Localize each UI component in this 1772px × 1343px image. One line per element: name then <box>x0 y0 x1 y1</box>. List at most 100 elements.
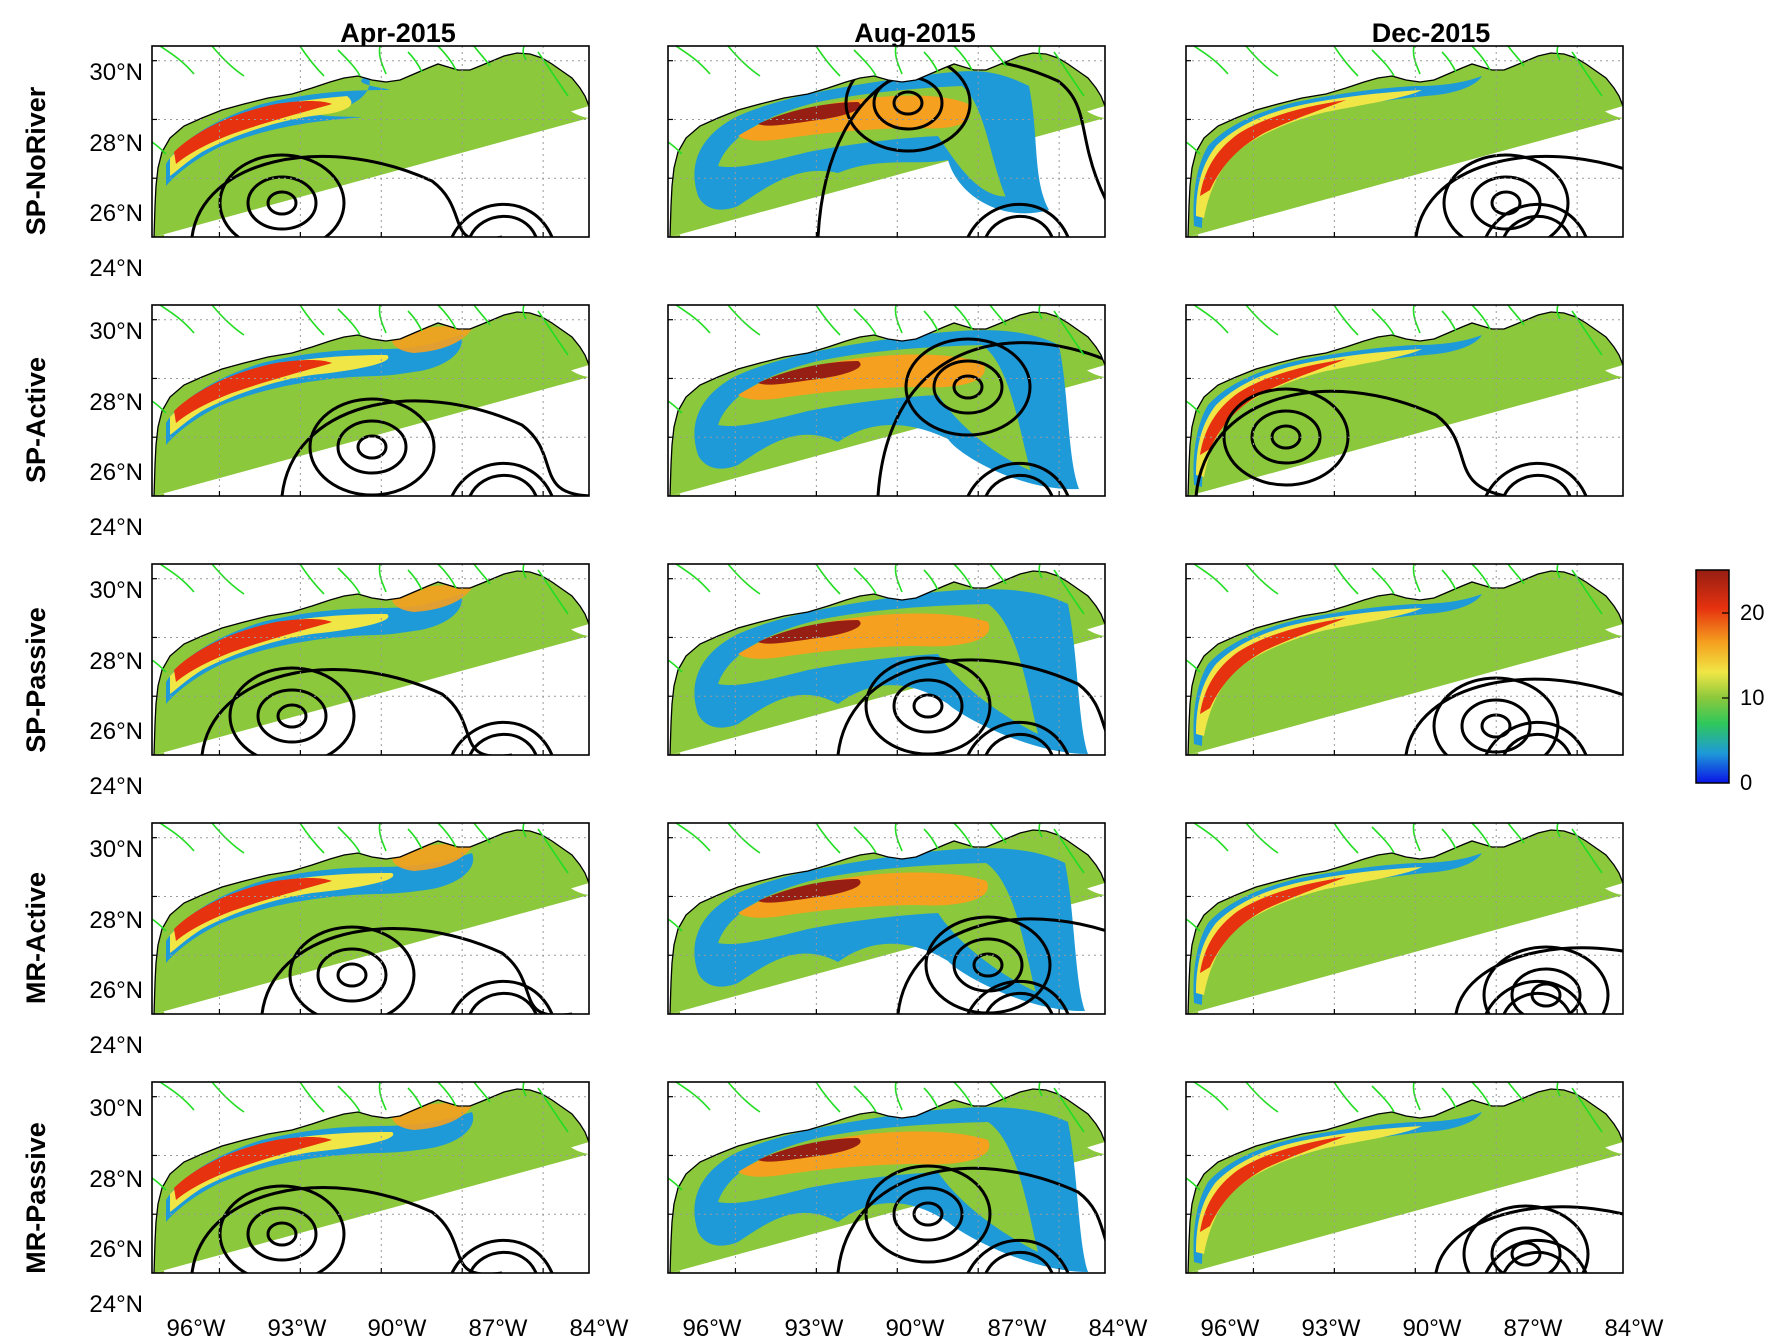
panel-content <box>1186 305 1623 496</box>
plume-core <box>174 878 332 941</box>
land <box>152 1082 589 1273</box>
river <box>1038 823 1043 838</box>
ssh-contour <box>984 473 1054 496</box>
lat-labels-row-1: 30°N 28°N 26°N 24°N <box>89 59 143 282</box>
river <box>727 823 761 854</box>
river <box>668 400 683 414</box>
river <box>299 564 325 595</box>
river <box>1556 823 1561 838</box>
shelf-plume <box>154 830 589 1014</box>
ssh-contour <box>356 434 388 460</box>
lon-tick-label: 90°W <box>1403 1315 1462 1342</box>
river <box>1333 823 1359 854</box>
lat-tick-label: 26°N <box>89 1236 143 1263</box>
land <box>668 1082 1105 1273</box>
river <box>1371 826 1395 854</box>
river <box>1245 305 1279 336</box>
land <box>152 564 589 755</box>
ssh-contour <box>966 202 1070 237</box>
map-panel-5-3 <box>1185 1081 1624 1274</box>
ssh-contour <box>1484 979 1588 1014</box>
river <box>1507 564 1525 585</box>
panel-frame <box>151 1081 590 1274</box>
panel-content <box>152 1082 589 1273</box>
ssh-contour <box>1502 214 1572 237</box>
plume-core <box>174 1137 332 1200</box>
panel-frame <box>1185 304 1624 497</box>
river <box>522 46 527 61</box>
ssh-contour <box>864 656 992 755</box>
land <box>1186 1082 1623 1273</box>
river <box>473 1082 491 1103</box>
col-title-aug: Aug-2015 <box>854 18 976 48</box>
river <box>1193 1082 1229 1111</box>
river <box>1053 51 1085 97</box>
river <box>894 305 903 334</box>
river <box>407 310 423 332</box>
river <box>989 823 1007 844</box>
river <box>894 1082 903 1111</box>
ssh-contour <box>904 337 1032 437</box>
ssh-contour <box>984 1250 1054 1273</box>
ssh-contour <box>966 720 1070 755</box>
river <box>815 305 841 336</box>
plume-outer <box>1193 1112 1482 1264</box>
plume-outer <box>166 1112 474 1222</box>
river <box>853 1085 877 1113</box>
river <box>1571 310 1603 356</box>
river <box>1571 828 1603 874</box>
map-panel-3-3 <box>1185 563 1624 756</box>
ssh-contour <box>1414 154 1623 237</box>
ssh-contour <box>288 925 416 1014</box>
panel-content <box>1186 564 1623 755</box>
lat-tick-label: 30°N <box>89 59 143 86</box>
ssh-contour <box>1490 1226 1562 1273</box>
river <box>953 823 973 848</box>
ssh-contour <box>336 962 368 988</box>
lon-tick-label: 90°W <box>886 1315 945 1342</box>
river <box>675 46 711 75</box>
ssh-contour <box>836 1166 1105 1273</box>
map-panels <box>151 45 1624 1274</box>
ssh-contour <box>1482 945 1610 1014</box>
river <box>1333 564 1359 595</box>
river <box>953 1082 973 1107</box>
ssh-contour <box>336 419 408 475</box>
river <box>894 46 903 75</box>
river <box>1193 305 1229 334</box>
ssh-contour <box>1462 1204 1590 1273</box>
river <box>675 564 711 593</box>
ssh-contour <box>984 732 1054 755</box>
lon-tick-label: 96°W <box>167 1315 226 1342</box>
river <box>337 567 361 595</box>
panel-content <box>1186 1082 1623 1273</box>
ssh-contour <box>218 1184 346 1273</box>
river <box>1507 305 1525 326</box>
plume-core <box>1200 618 1346 714</box>
river <box>337 1085 361 1113</box>
plume-outer <box>1193 335 1482 487</box>
river <box>152 400 167 414</box>
ssh-contour <box>1484 461 1588 496</box>
lat-tick-label: 26°N <box>89 459 143 486</box>
ssh-contour <box>1510 967 1582 1014</box>
plume-outer <box>1193 594 1482 746</box>
river <box>1441 828 1457 850</box>
map-panel-2-1 <box>151 304 590 497</box>
ssh-contour <box>1502 991 1572 1014</box>
ssh-contour <box>450 202 554 237</box>
lat-tick-label: 24°N <box>89 773 143 800</box>
panel-frame <box>667 563 1106 756</box>
row-label-mr-active: MR-Active <box>21 872 51 1004</box>
shelf-plume <box>1188 830 1623 1014</box>
river <box>211 564 245 595</box>
plume-mid <box>1196 349 1422 477</box>
shelf-plume <box>154 571 589 755</box>
river <box>159 823 195 852</box>
panel-content <box>1186 46 1623 237</box>
ssh-contour <box>468 991 538 1014</box>
ssh-contour <box>316 947 388 1003</box>
river <box>815 1082 841 1113</box>
land <box>152 305 589 496</box>
river <box>853 49 877 77</box>
